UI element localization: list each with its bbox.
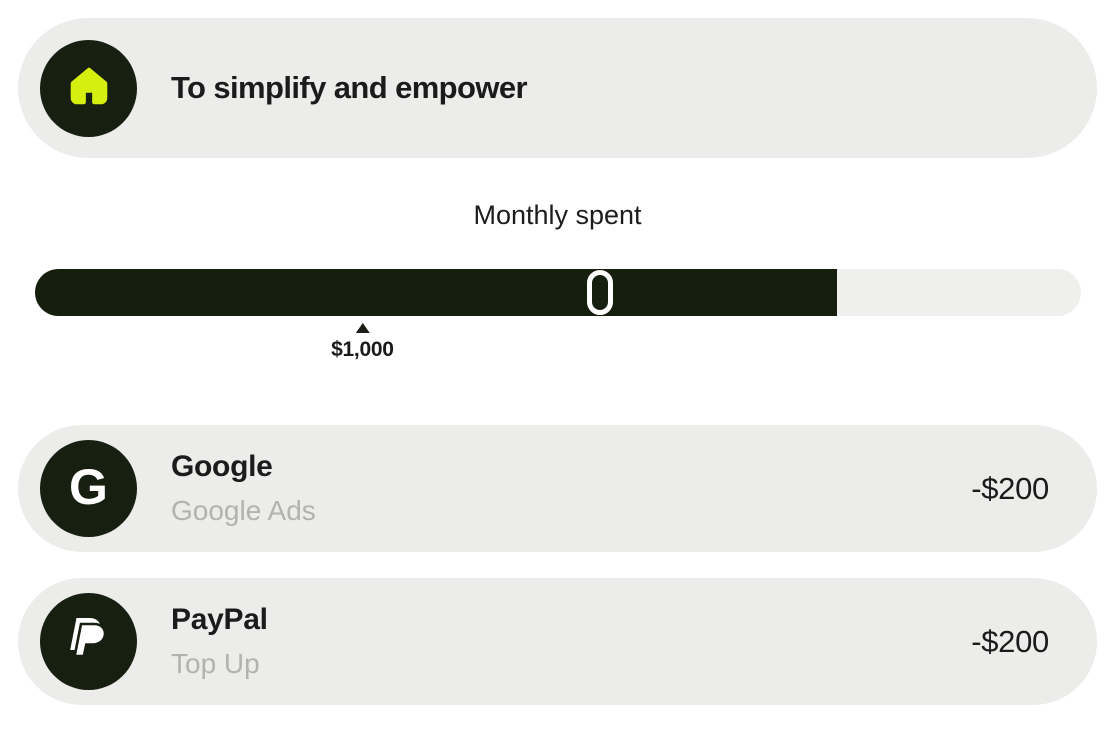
budget-marker: $1,000	[331, 323, 394, 362]
marker-triangle-icon	[355, 323, 370, 333]
transaction-row-google[interactable]: G Google Google Ads -$200	[18, 425, 1097, 552]
home-avatar	[40, 39, 137, 137]
paypal-avatar	[40, 593, 137, 690]
google-logo: G	[69, 458, 108, 515]
home-icon	[66, 63, 112, 114]
transaction-amount: -$200	[971, 470, 1049, 506]
transaction-amount: -$200	[971, 623, 1049, 659]
google-avatar: G	[40, 440, 137, 537]
paypal-logo	[69, 616, 109, 667]
transaction-subtitle: Google Ads	[171, 495, 316, 526]
transaction-row-paypal[interactable]: PayPal Top Up -$200	[18, 578, 1097, 705]
transaction-name: Google	[171, 450, 273, 483]
progress-fill	[35, 269, 838, 316]
progress-handle[interactable]	[586, 270, 613, 315]
transaction-name: PayPal	[171, 603, 268, 636]
transaction-text: Google Google Ads	[171, 450, 316, 527]
transaction-subtitle: Top Up	[171, 648, 260, 679]
monthly-spent-title: Monthly spent	[473, 200, 642, 230]
budget-marker-label: $1,000	[331, 338, 394, 361]
header-title: To simplify and empower	[171, 70, 528, 105]
transaction-text: PayPal Top Up	[171, 603, 268, 680]
spending-progress-bar[interactable]	[35, 269, 1081, 316]
header-banner[interactable]: To simplify and empower	[18, 18, 1097, 158]
